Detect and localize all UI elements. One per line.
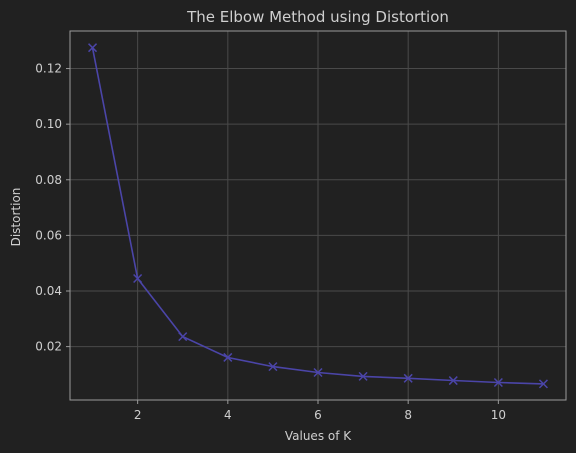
data-point-marker [313, 367, 323, 378]
chart-title: The Elbow Method using Distortion [186, 8, 449, 26]
y-axis-label: Distortion [9, 188, 23, 247]
x-tick-label: 8 [404, 408, 412, 422]
data-point-marker [538, 379, 548, 389]
y-tick-labels: 0.02 0.04 0.06 0.08 0.10 0.12 [35, 62, 70, 354]
data-point-marker [178, 332, 188, 342]
y-tick-label: 0.08 [35, 173, 62, 187]
data-point-marker [133, 273, 143, 284]
data-point-marker [88, 43, 98, 53]
data-point-marker [493, 377, 503, 388]
data-point-marker [358, 371, 368, 381]
y-tick-label: 0.10 [35, 117, 62, 131]
x-axis-label: Values of K [285, 429, 352, 443]
x-tick-label: 4 [224, 408, 232, 422]
y-tick-label: 0.06 [35, 228, 62, 242]
y-tick-label: 0.04 [35, 284, 62, 298]
y-tick-label: 0.12 [35, 62, 62, 76]
grid-lines [70, 31, 566, 400]
series-layer [88, 43, 548, 389]
x-tick-label: 6 [314, 408, 322, 422]
data-point-marker [223, 352, 233, 362]
x-tick-labels: 2 4 6 8 10 [134, 400, 506, 422]
data-point-marker [448, 376, 458, 386]
data-point-marker [268, 362, 278, 372]
x-tick-label: 2 [134, 408, 142, 422]
y-tick-label: 0.02 [35, 340, 62, 354]
x-tick-label: 10 [491, 408, 506, 422]
data-point-marker [403, 373, 413, 383]
